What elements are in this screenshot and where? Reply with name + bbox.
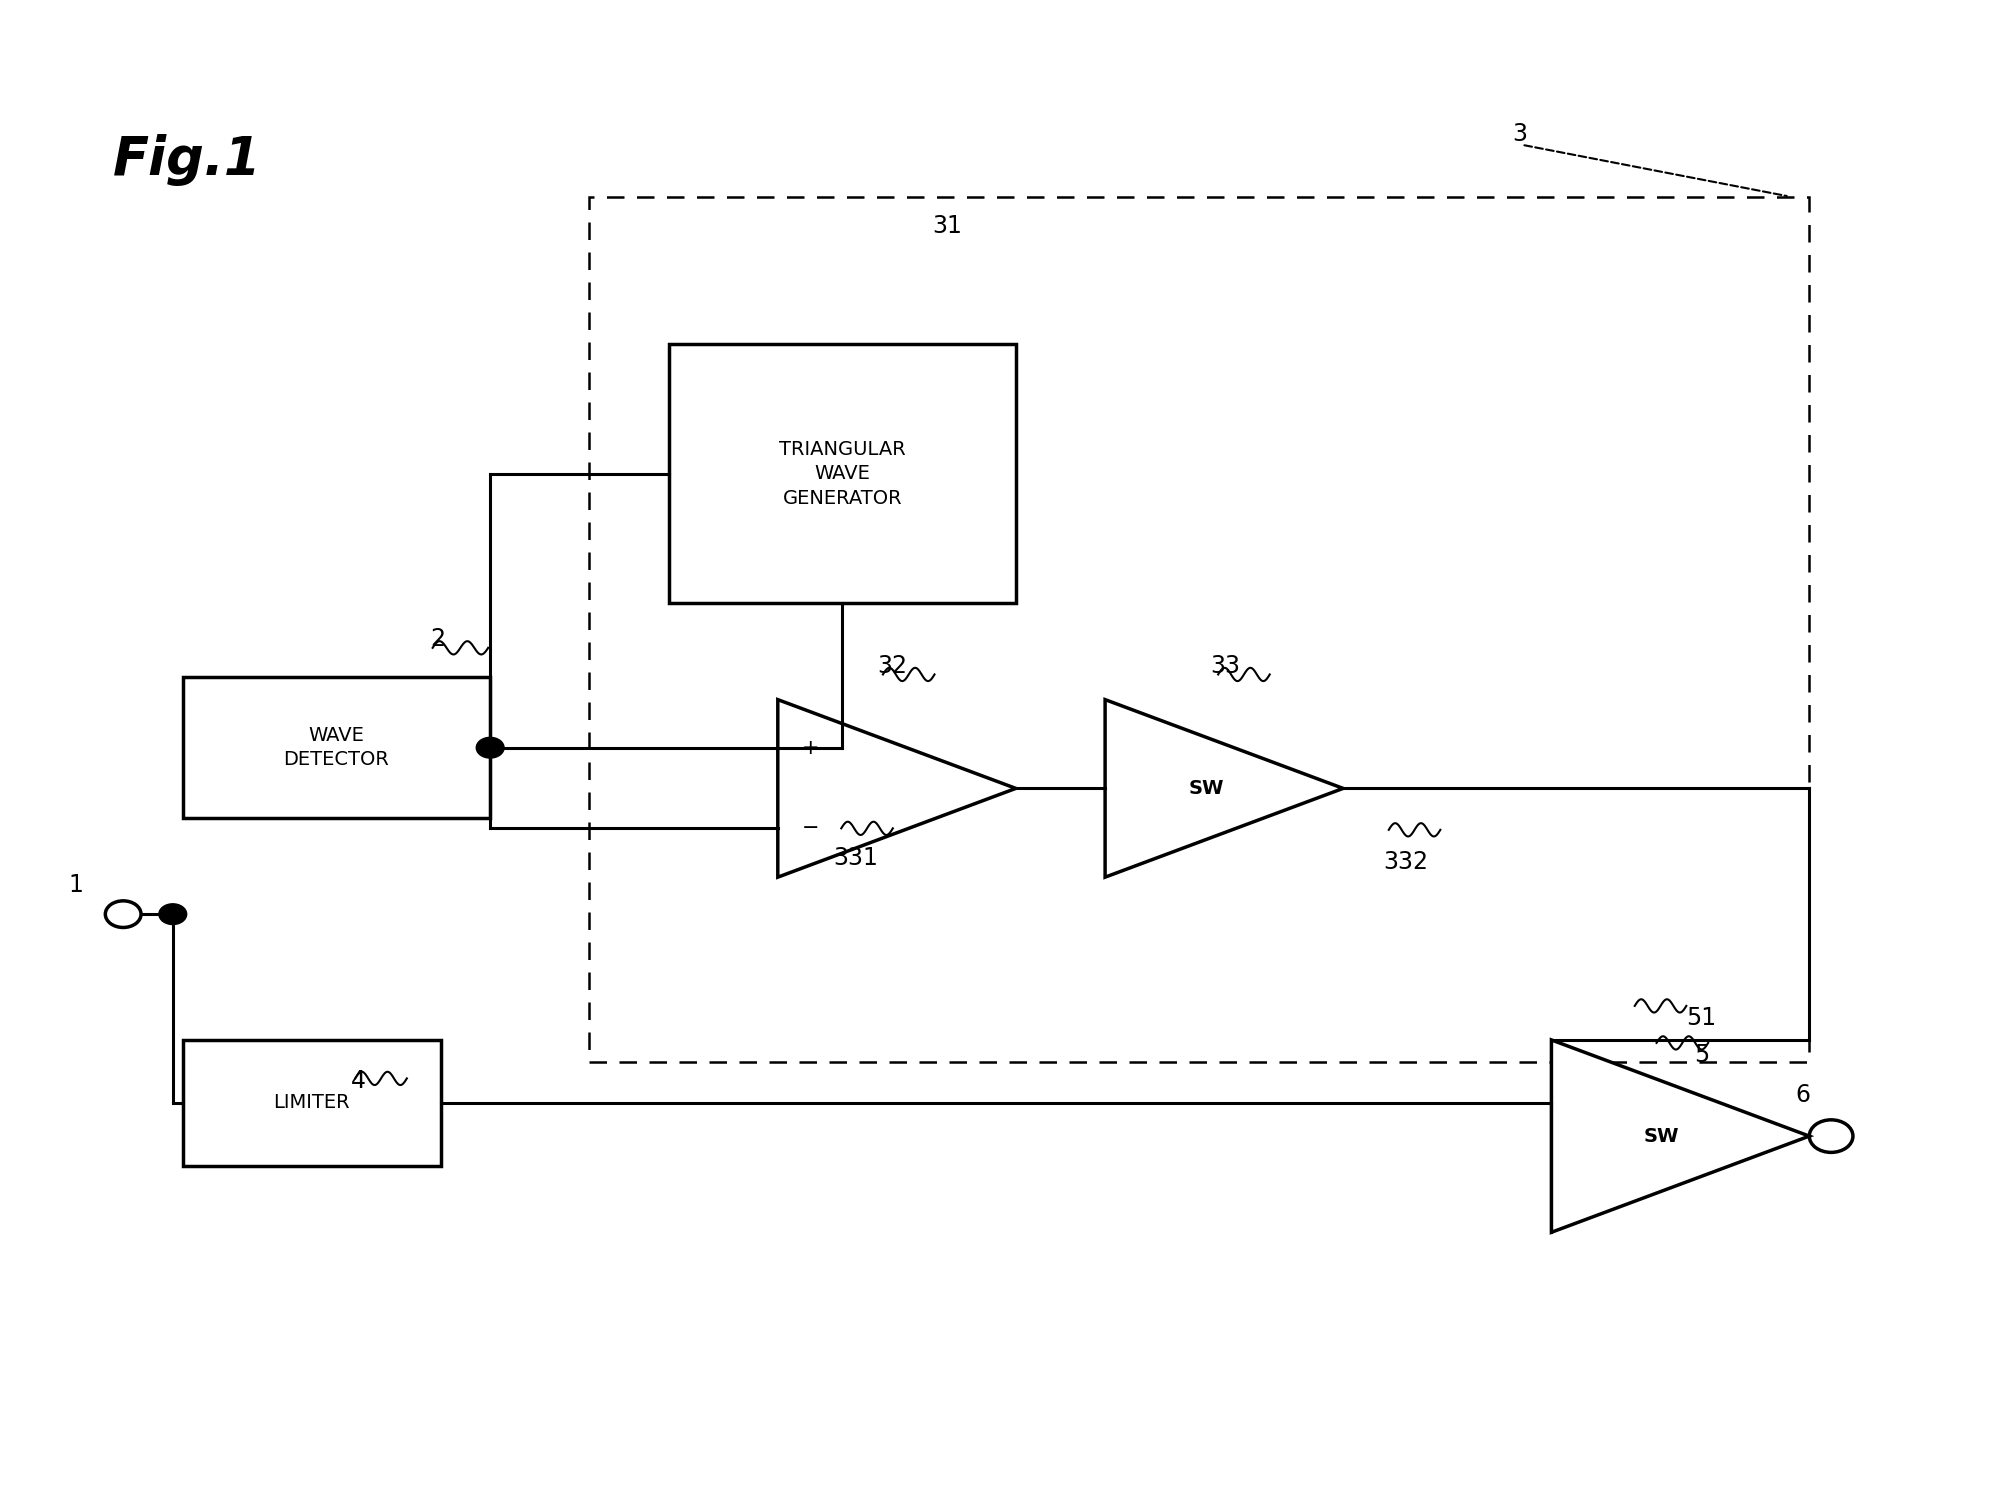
Text: 331: 331 — [833, 847, 878, 870]
Text: 32: 32 — [876, 653, 906, 677]
Bar — [669, 345, 1016, 604]
Text: SW: SW — [1643, 1126, 1679, 1146]
Bar — [183, 677, 490, 818]
Circle shape — [159, 903, 187, 924]
Polygon shape — [777, 699, 1016, 876]
Circle shape — [476, 738, 504, 757]
Text: 33: 33 — [1211, 653, 1241, 677]
Text: 332: 332 — [1382, 850, 1428, 875]
Text: 31: 31 — [932, 214, 962, 238]
Text: SW: SW — [1189, 778, 1223, 798]
Text: WAVE
DETECTOR: WAVE DETECTOR — [283, 726, 388, 769]
Text: −: − — [801, 818, 819, 838]
Text: 6: 6 — [1795, 1083, 1811, 1107]
Text: 2: 2 — [430, 626, 446, 650]
Polygon shape — [1106, 699, 1343, 876]
Text: LIMITER: LIMITER — [273, 1094, 351, 1113]
Bar — [183, 1040, 440, 1165]
Text: +: + — [801, 738, 819, 759]
Bar — [590, 196, 1809, 1062]
Text: 51: 51 — [1687, 1006, 1717, 1030]
Text: 4: 4 — [351, 1070, 367, 1094]
Text: Fig.1: Fig.1 — [114, 134, 261, 186]
Text: 5: 5 — [1695, 1043, 1709, 1067]
Text: TRIANGULAR
WAVE
GENERATOR: TRIANGULAR WAVE GENERATOR — [779, 440, 906, 507]
Polygon shape — [1552, 1040, 1809, 1232]
Text: 3: 3 — [1512, 122, 1526, 146]
Text: 1: 1 — [68, 872, 84, 897]
